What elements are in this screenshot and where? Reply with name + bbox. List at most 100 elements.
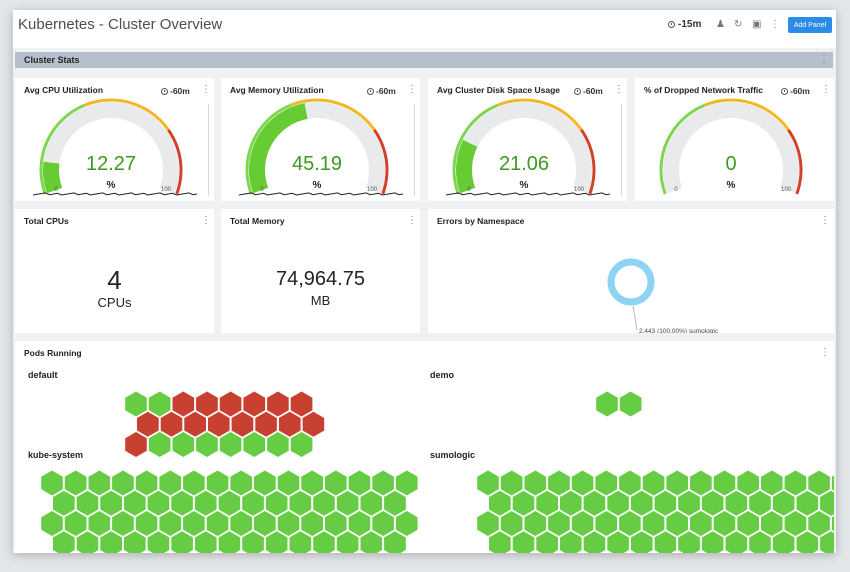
- pod-hexagon: [831, 475, 834, 491]
- panel-title: Avg CPU Utilization: [24, 85, 104, 95]
- gauge-value: 45.19: [292, 153, 342, 175]
- pod-hexagon: [701, 531, 724, 553]
- pod-hexagon: [124, 531, 146, 553]
- gauge-chart: 45.19% 0 100: [238, 98, 404, 196]
- total-cpus-panel: Total CPUs ⋮ 4 CPUs: [15, 209, 214, 333]
- pod-hexagon: [384, 490, 406, 516]
- pod-hexagon: [571, 511, 594, 536]
- pod-hexagon: [512, 531, 535, 553]
- pod-hexagon: [536, 490, 558, 516]
- panel-time-range[interactable]: -60m: [574, 86, 603, 96]
- gauge-min-label: 0: [674, 187, 678, 193]
- pod-hexagon: [267, 432, 289, 457]
- pod-hexagon: [289, 531, 312, 553]
- pod-hexagon: [171, 531, 193, 553]
- panel-time-value: -60m: [790, 86, 810, 96]
- pod-hexagon: [196, 391, 218, 417]
- panel-menu-icon[interactable]: ⋮: [201, 84, 211, 95]
- gauge-sparkline: [238, 192, 404, 196]
- pod-hexagon: [666, 511, 688, 536]
- pod-hexagon: [277, 470, 300, 496]
- panel-time-range[interactable]: -60m: [367, 86, 396, 96]
- panel-menu-icon[interactable]: ⋮: [820, 347, 830, 358]
- total-cpus-unit: CPUs: [97, 295, 132, 310]
- gauge-threshold-arc: [580, 128, 596, 195]
- panel-title: Errors by Namespace: [437, 216, 525, 226]
- pod-hexagon: [336, 531, 359, 553]
- pod-hexagon: [137, 411, 159, 437]
- pod-hexagon: [360, 531, 383, 553]
- pod-hexagon: [713, 470, 736, 496]
- gauge-threshold-arc: [84, 98, 170, 131]
- save-icon[interactable]: ▣: [752, 19, 762, 30]
- panel-scrollbar[interactable]: [621, 104, 622, 196]
- pod-hexagon: [500, 511, 523, 536]
- panel-menu-icon[interactable]: ⋮: [614, 84, 624, 95]
- pod-hexagon: [524, 511, 547, 536]
- panel-menu-icon[interactable]: ⋮: [407, 84, 417, 95]
- panel-time-range[interactable]: -60m: [161, 86, 190, 96]
- pod-hexagon: [76, 490, 99, 516]
- pod-hexagon: [348, 470, 371, 496]
- namespace-label-default: default: [28, 370, 58, 380]
- panel-menu-icon[interactable]: ⋮: [407, 215, 417, 226]
- pod-hexagon: [41, 470, 63, 496]
- pod-hexagon: [595, 511, 618, 536]
- dashboard-frame: Kubernetes - Cluster Overview -15m ♟ ↻ ▣…: [13, 10, 836, 553]
- pod-hexagon: [208, 411, 230, 437]
- clock-icon: [161, 87, 168, 95]
- pod-hexagon: [325, 470, 347, 496]
- pod-hexagon: [654, 531, 677, 553]
- more-icon[interactable]: ⋮: [770, 19, 780, 30]
- pod-hexagon: [64, 511, 87, 536]
- pod-hexagon: [183, 511, 205, 536]
- gauge-panel: Avg CPU Utilization -60m ⋮ 12.27% 0 100: [15, 78, 214, 201]
- pod-hexagon: [619, 511, 641, 536]
- time-range-value: -15m: [678, 19, 702, 30]
- time-range-picker[interactable]: -15m: [668, 19, 701, 30]
- pod-hexagon: [560, 531, 582, 553]
- gauge-value-arc: [456, 139, 478, 194]
- pod-hexagon: [654, 490, 677, 516]
- panel-scrollbar[interactable]: [208, 104, 209, 196]
- pod-hexagon: [477, 470, 499, 496]
- gauge-unit: %: [727, 180, 736, 191]
- pod-hexagon: [372, 511, 394, 536]
- pod-hexagon: [607, 490, 629, 516]
- pod-hexagon: [231, 411, 254, 437]
- pod-hexagon: [583, 490, 606, 516]
- pod-hexagon: [124, 490, 146, 516]
- gauge-threshold-arc: [290, 98, 376, 131]
- gauge-threshold-arc: [787, 128, 803, 195]
- pod-hexagon: [277, 511, 300, 536]
- pod-hexagon: [690, 470, 712, 496]
- panel-menu-icon[interactable]: ⋮: [820, 215, 830, 226]
- panel-menu-icon[interactable]: ⋮: [201, 215, 211, 226]
- pods-honeycomb: [41, 391, 834, 553]
- section-header-cluster-stats[interactable]: Cluster Stats ⋮: [15, 52, 833, 68]
- pod-hexagon: [148, 391, 171, 417]
- panel-scrollbar[interactable]: [414, 104, 415, 196]
- total-memory-value: 74,964.75: [276, 268, 365, 290]
- pod-hexagon: [196, 432, 218, 457]
- pod-hexagon: [678, 490, 700, 516]
- panel-time-range[interactable]: -60m: [781, 86, 810, 96]
- panel-menu-icon[interactable]: ⋮: [821, 84, 831, 95]
- pod-hexagon: [206, 511, 229, 536]
- user-icon[interactable]: ♟: [716, 19, 725, 30]
- clock-icon: [574, 87, 581, 95]
- pod-hexagon: [230, 511, 252, 536]
- namespace-label-kube-system: kube-system: [28, 450, 84, 460]
- add-panel-button[interactable]: Add Panel: [788, 17, 832, 33]
- refresh-icon[interactable]: ↻: [734, 19, 743, 30]
- pod-hexagon: [135, 511, 158, 536]
- panel-title: Total CPUs: [24, 216, 69, 226]
- pod-hexagon: [536, 531, 558, 553]
- section-menu-icon[interactable]: ⋮: [819, 54, 829, 65]
- pod-hexagon: [313, 531, 335, 553]
- pod-hexagon: [88, 511, 111, 536]
- gauge-min-label: 0: [467, 187, 471, 193]
- pod-hexagon: [642, 470, 665, 496]
- pod-hexagon: [159, 511, 182, 536]
- pod-hexagon: [512, 490, 535, 516]
